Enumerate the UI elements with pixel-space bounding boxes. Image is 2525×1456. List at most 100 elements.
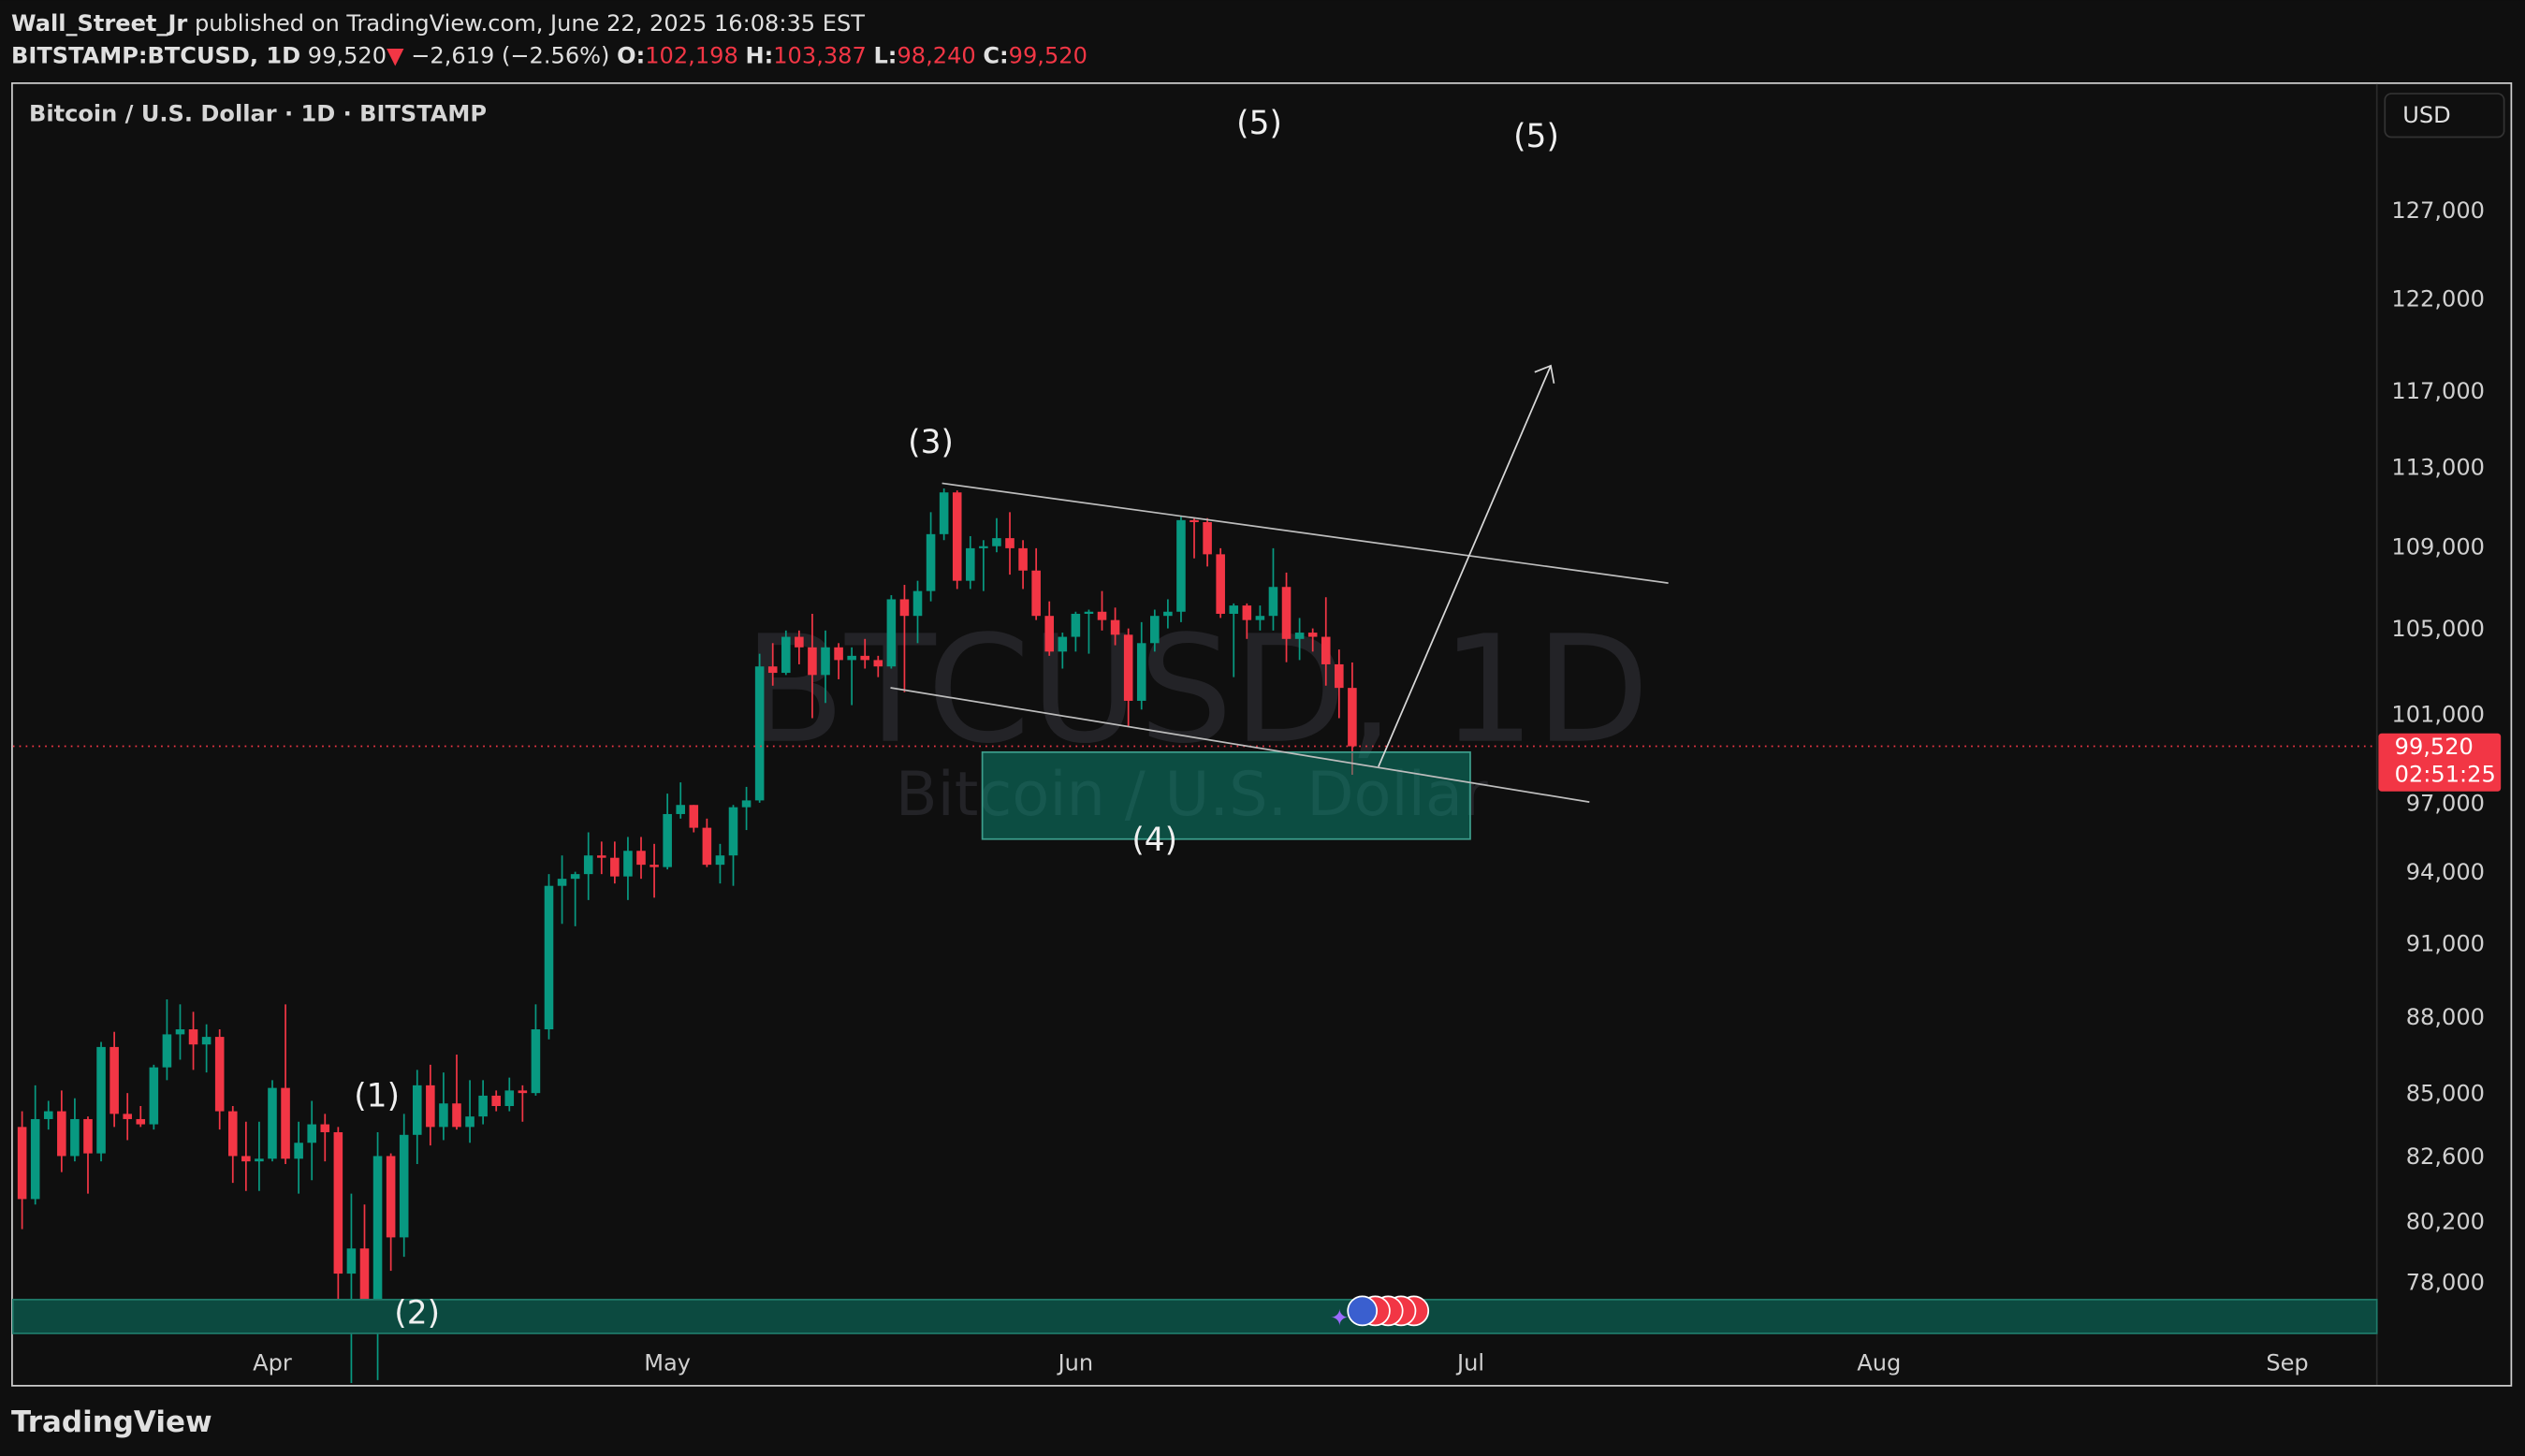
candle-body [795,636,804,648]
x-tick-label: Sep [2266,1350,2308,1376]
candle-body [1084,611,1094,614]
y-tick-label: 101,000 [2391,701,2485,727]
candle-body [162,1034,172,1068]
candle-body [860,655,870,661]
candle-body [83,1118,93,1154]
header-line-1: Wall_Street_Jr published on TradingView.… [11,10,865,36]
countdown: 02:51:25 [2395,761,2496,787]
x-tick-label: Aug [1857,1350,1901,1376]
candle-body [123,1114,132,1119]
lower-trendline [890,687,1590,803]
candle-body [939,492,949,534]
candle-body [386,1156,396,1238]
candle-body [636,851,646,866]
candle-body [1150,616,1160,644]
candle-body [307,1124,316,1143]
high: 103,387 [773,42,867,68]
event-icons: ✦ [1330,1295,1430,1331]
candle-body [1018,547,1028,571]
y-tick-label: 80,200 [2406,1208,2485,1234]
candle-body [821,647,830,676]
watermark: BTCUSD, 1D [743,604,1649,777]
candle-body [952,492,962,581]
candle-body [412,1085,422,1135]
candle-body [439,1103,448,1128]
candle-body [531,1029,541,1094]
wave-label: (2) [394,1295,440,1332]
y-tick-label: 105,000 [2391,616,2485,642]
wave-label: (5) [1513,118,1559,155]
candle-body [1281,587,1292,639]
y-tick-label: 122,000 [2391,286,2485,313]
candle-body [399,1134,409,1238]
candle-body [689,805,699,828]
candle-body [1110,619,1120,635]
candle-body [333,1131,343,1274]
candle-body [663,813,672,867]
close: 99,520 [1009,42,1087,68]
low: 98,240 [897,42,975,68]
candle-body [926,533,936,591]
open-label: O: [617,42,645,68]
candle-body [478,1095,488,1117]
candle-body [886,599,897,667]
candle-body [1229,605,1239,614]
candle-body [255,1158,264,1162]
candle-body [320,1124,330,1132]
last: 99,520 [308,42,387,68]
svg-text:✦: ✦ [1330,1304,1349,1331]
y-tick-label: 117,000 [2391,378,2485,404]
candle-body [452,1103,461,1128]
candle-body [1335,663,1344,689]
watermark-sub: Bitcoin / U.S. Dollar [896,759,1488,830]
candle-body [728,807,738,856]
y-tick-label: 109,000 [2391,533,2485,560]
high-label: H: [745,42,773,68]
candle-body [1163,611,1173,617]
x-tick-label: Jun [1057,1350,1094,1376]
candle-body [1136,643,1146,701]
currency-button[interactable] [2384,93,2505,138]
candle-body [426,1085,435,1128]
candle-body [1031,570,1041,617]
candle-body [188,1029,198,1045]
candle-body [491,1095,501,1107]
candle-body [96,1046,106,1154]
candle-body [1216,554,1225,614]
candle-body [109,1046,119,1114]
candle-body [912,590,923,617]
chart-frame [11,82,2513,1387]
candle-body [1307,633,1318,637]
plot [12,488,2377,1383]
y-tick-label: 127,000 [2391,197,2485,224]
candle-body [610,857,620,877]
price-tag [2378,733,2502,792]
candle-body [1268,587,1278,617]
candle-body [1044,616,1055,652]
candle-body [346,1248,357,1274]
arrow: ▼ [387,42,404,68]
brand: TradingView [11,1405,212,1439]
candle-body [1348,688,1357,747]
open: 102,198 [645,42,738,68]
candle-body [136,1118,146,1125]
published: published on TradingView.com, June 22, 2… [195,10,865,36]
candle-body [1203,521,1212,555]
currency-label[interactable]: USD [2402,102,2450,128]
candle-body [504,1090,515,1107]
candle-body [899,599,910,617]
candle-body [1005,538,1014,548]
x-tick-label: May [644,1350,691,1376]
candle-body [1190,519,1199,522]
candle-body [214,1037,225,1112]
events-bar [11,1298,2378,1334]
header-line-2: BITSTAMP:BTCUSD, 1D 99,520▼ −2,619 (−2.5… [11,42,1087,68]
candle-body [583,855,593,875]
low-label: L: [873,42,897,68]
candle-body [570,874,580,880]
candle-body [17,1127,27,1200]
candle-body [43,1111,53,1119]
close-label: C: [983,42,1008,68]
